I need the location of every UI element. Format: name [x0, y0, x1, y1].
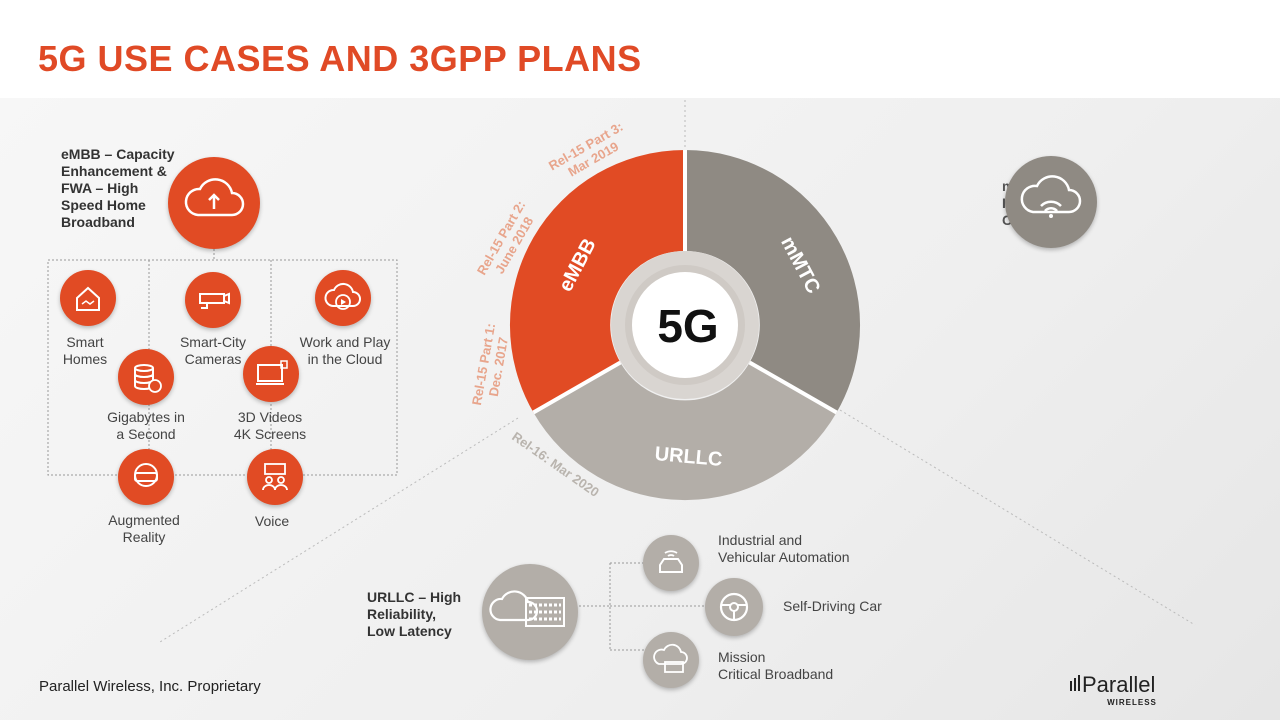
right-dotted-line [839, 409, 1196, 626]
embb-item-label: Gigabytes in a Second [107, 409, 185, 442]
parallel-wireless-logo: Parallel WIRELESS [1070, 668, 1170, 710]
center-disc [632, 272, 738, 378]
center-5g: 5G [657, 300, 718, 352]
cloud-server-rack-icon [482, 564, 578, 660]
logo-sub: WIRELESS [1107, 698, 1157, 707]
logo-name: Parallel [1082, 672, 1155, 697]
cloud-play-icon [315, 270, 371, 326]
embb-item-label: Smart Homes [62, 334, 108, 367]
urllc-item-label: Mission Critical Broadband [718, 649, 834, 682]
embb-segment [509, 150, 685, 413]
decor-lines [159, 100, 1196, 643]
urllc-item-label: Industrial and Vehicular Automation [718, 532, 850, 565]
divider-right [748, 360, 838, 415]
monitor-icon [243, 346, 299, 402]
embb-tree-lines [47, 245, 398, 476]
database-clock-icon [118, 349, 174, 405]
embb-item-label: Voice [254, 513, 290, 529]
embb-item-label: Smart-City Cameras [179, 334, 247, 367]
embb-description: eMBB – Capacity Enhancement & FWA – High… [61, 146, 175, 230]
cloud-wifi-icon [1005, 156, 1097, 248]
smart-home-icon [60, 270, 116, 326]
divider-left [532, 360, 622, 415]
embb-item-label: Work and Play in the Cloud [299, 334, 391, 367]
slide-title: 5G USE CASES AND 3GPP PLANS [38, 38, 642, 79]
footer-proprietary: Parallel Wireless, Inc. Proprietary [39, 678, 261, 695]
mmtc-segment [685, 149, 861, 413]
wheel-segments [509, 149, 861, 501]
embb-item-label: 3D Videos 4K Screens [233, 409, 307, 442]
cloud-server-icon [643, 632, 699, 688]
steering-wheel-icon [705, 578, 763, 636]
car-wifi-icon [643, 535, 699, 591]
urllc-segment [533, 362, 837, 501]
ar-headset-icon [118, 449, 174, 505]
urllc-item-label: Self-Driving Car [783, 598, 882, 614]
urllc-description: URLLC – High Reliability, Low Latency [367, 589, 462, 639]
urllc-tree-lines [575, 562, 705, 651]
cloud-upload-icon [168, 157, 260, 249]
left-dotted-line [159, 417, 519, 643]
voice-chat-icon [247, 449, 303, 505]
cctv-camera-icon [185, 272, 241, 328]
embb-item-label: Augmented Reality [108, 512, 180, 545]
